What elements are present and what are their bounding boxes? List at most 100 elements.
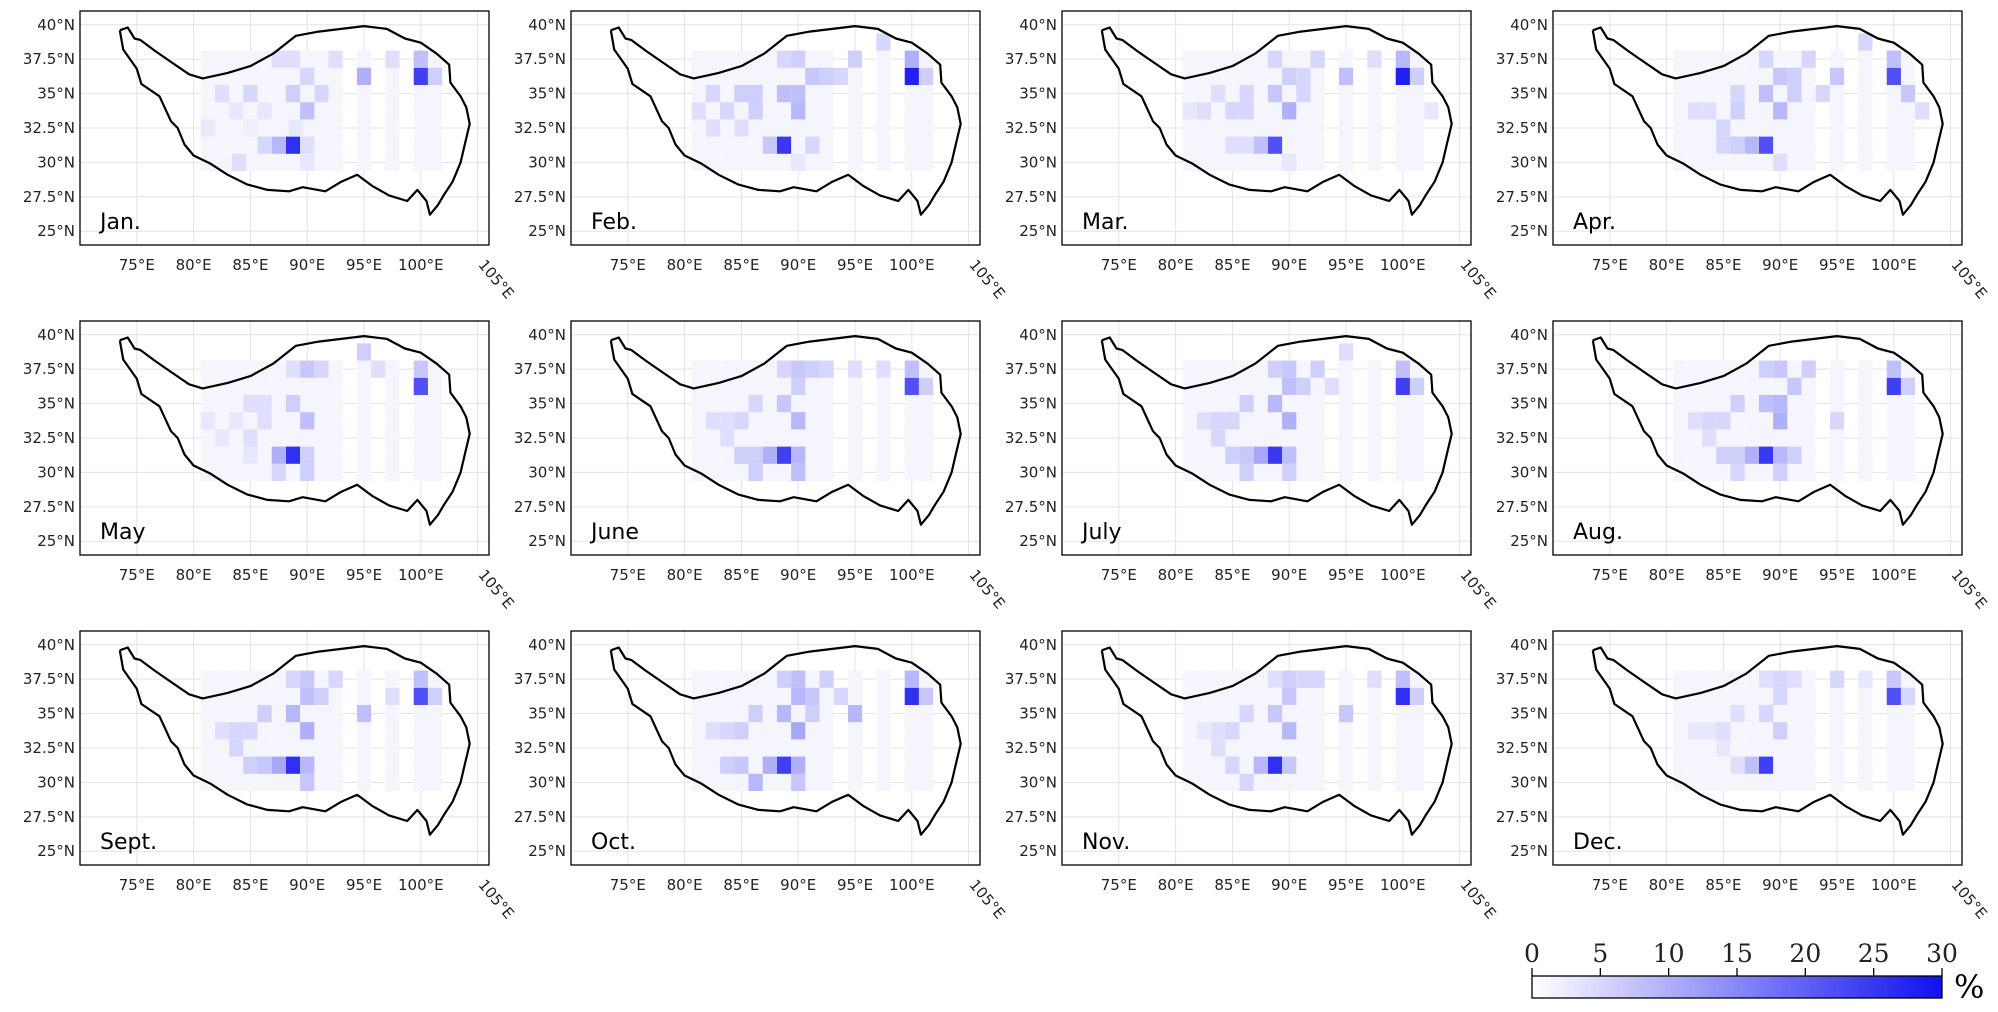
background-cell <box>356 412 372 430</box>
background-cell <box>1253 119 1268 137</box>
background-cell <box>1787 136 1802 154</box>
background-cell <box>1687 119 1703 137</box>
background-cell <box>1900 394 1916 413</box>
background-cell <box>1829 756 1845 774</box>
heatmap-cell <box>805 704 820 723</box>
background-cell <box>1196 704 1212 723</box>
background-cell <box>1900 773 1916 792</box>
heatmap-cell <box>1716 739 1731 757</box>
background-cell <box>1716 687 1731 705</box>
heatmap-cell <box>1282 153 1297 172</box>
background-cell <box>1900 739 1916 757</box>
background-cell <box>1253 377 1268 395</box>
background-cell <box>200 739 215 757</box>
heatmap-cell <box>762 756 777 774</box>
heatmap-cell <box>734 84 749 103</box>
lat-tick-label: 37.5°N <box>1005 360 1057 378</box>
background-cell <box>1338 463 1354 482</box>
background-cell <box>1744 429 1759 447</box>
background-cell <box>762 739 777 757</box>
background-cell <box>762 412 777 430</box>
background-cell <box>1182 722 1197 740</box>
lon-tick-label: 75°E <box>610 876 646 894</box>
lon-tick-label: 75°E <box>1101 566 1137 584</box>
heatmap-cell <box>1338 67 1354 85</box>
heatmap-cell <box>1829 670 1845 688</box>
background-cell <box>819 429 834 447</box>
background-cell <box>776 687 792 705</box>
panel-aug: 25°N 27.5°N 30°N 32.5°N 35°N 37.5°N 40°N 75°E 80… <box>1496 320 1991 613</box>
background-cell <box>1182 50 1197 68</box>
background-cell <box>1744 360 1759 378</box>
background-cell <box>243 773 258 792</box>
background-cell <box>1296 394 1311 413</box>
heatmap-cell <box>1773 722 1788 740</box>
background-cell <box>720 50 735 68</box>
lon-tick-label: 80°E <box>176 256 212 274</box>
panel-frame <box>570 10 981 246</box>
heatmap-cell <box>257 412 272 430</box>
background-cell <box>1409 722 1425 740</box>
heatmap-cell <box>1282 756 1297 774</box>
month-label: Apr. <box>1573 210 1616 235</box>
lat-tick-label: 35°N <box>37 85 75 103</box>
background-cell <box>1239 377 1254 395</box>
background-cell <box>1673 102 1688 120</box>
lat-tick-label: 40°N <box>37 16 75 34</box>
lon-tick-label: 80°E <box>1158 566 1194 584</box>
heatmap-cell <box>1787 84 1802 103</box>
background-cell <box>1338 739 1354 757</box>
heatmap-cell <box>1182 102 1197 120</box>
heatmap-cell <box>271 756 286 774</box>
background-cell <box>1310 412 1325 430</box>
background-cell <box>819 412 834 430</box>
background-cell <box>1239 67 1254 85</box>
lon-tick-label: 105°E <box>966 876 1009 923</box>
heatmap-cell <box>1687 722 1703 740</box>
lon-tick-label: 95°E <box>346 566 382 584</box>
background-cell <box>243 463 258 482</box>
background-cell <box>1310 687 1325 705</box>
lat-tick-label: 27.5°N <box>514 808 566 826</box>
heatmap-cell <box>356 67 372 85</box>
background-cell <box>1239 412 1254 430</box>
heatmap-cell <box>1267 50 1283 68</box>
heatmap-cell <box>748 773 763 792</box>
background-cell <box>1900 446 1916 464</box>
lat-tick-label: 37.5°N <box>514 670 566 688</box>
plateau-boundary <box>1591 644 1944 836</box>
heatmap-cell <box>1758 84 1774 103</box>
background-cell <box>1196 739 1212 757</box>
heatmap-cell <box>1886 670 1901 688</box>
heatmap-cell <box>1758 756 1774 774</box>
background-cell <box>1267 412 1283 430</box>
heatmap-cell <box>791 687 806 705</box>
heatmap-cell <box>1829 67 1845 85</box>
lon-tick-label: 105°E <box>966 256 1009 303</box>
lat-tick-label: 30°N <box>528 153 566 171</box>
lat-tick-label: 40°N <box>528 16 566 34</box>
background-cell <box>748 377 763 395</box>
background-cell <box>805 84 820 103</box>
lon-tick-label: 100°E <box>1380 256 1426 274</box>
lon-tick-label: 90°E <box>1271 256 1307 274</box>
background-cell <box>300 739 315 757</box>
background-cell <box>1409 102 1425 120</box>
lat-tick-label: 25°N <box>528 532 566 550</box>
panel-frame <box>570 320 981 556</box>
background-cell <box>691 119 706 137</box>
heatmap-cell <box>285 704 301 723</box>
background-cell <box>285 687 301 705</box>
background-cell <box>1829 429 1845 447</box>
background-cell <box>748 119 763 137</box>
background-cell <box>876 704 891 723</box>
background-cell <box>791 67 806 85</box>
background-cell <box>413 153 428 172</box>
background-cell <box>300 704 315 723</box>
heatmap-cell <box>285 360 301 378</box>
background-cell <box>918 153 934 172</box>
background-cell <box>705 739 721 757</box>
lon-tick-label: 85°E <box>1214 876 1250 894</box>
background-cell <box>904 463 919 482</box>
